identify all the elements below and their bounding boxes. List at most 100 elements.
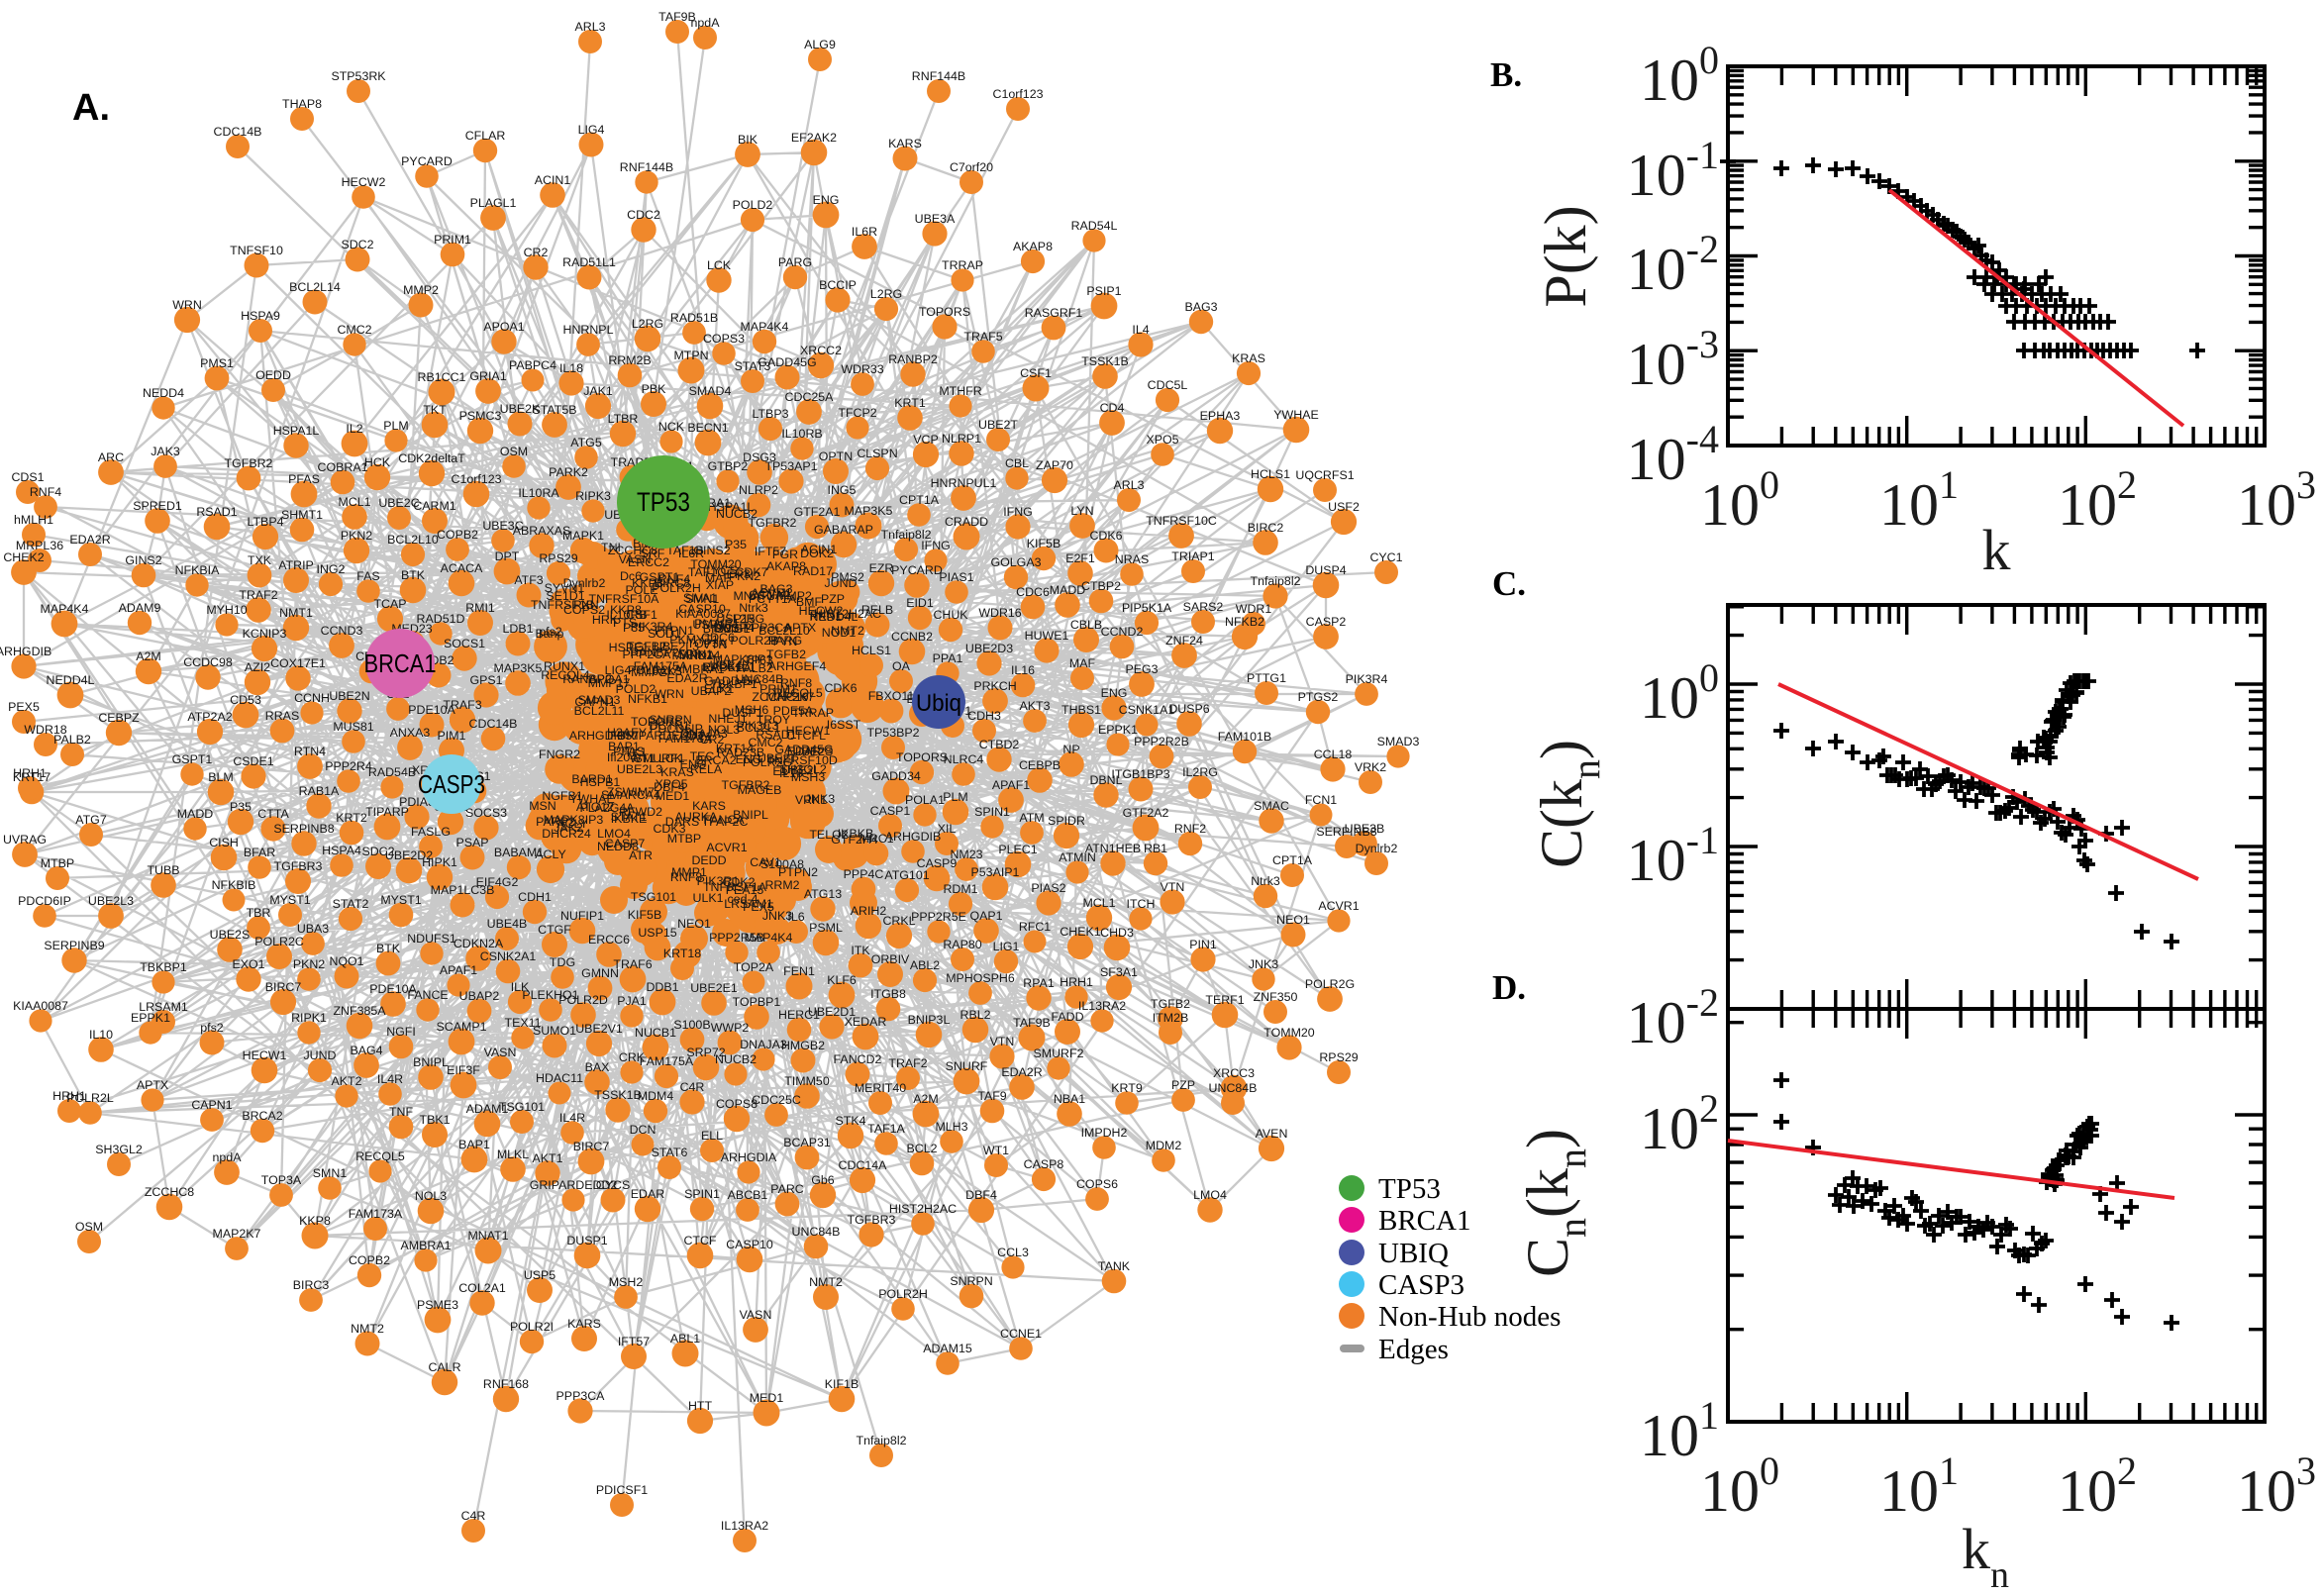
svg-text:NMT2: NMT2 <box>831 624 864 638</box>
svg-text:AKT2: AKT2 <box>332 1074 362 1088</box>
svg-text:HSPA4: HSPA4 <box>322 844 361 857</box>
svg-text:TXK: TXK <box>248 553 272 567</box>
svg-text:DSG3: DSG3 <box>743 450 776 464</box>
svg-text:IER3: IER3 <box>723 567 751 581</box>
svg-text:KARS: KARS <box>567 1317 601 1331</box>
svg-text:POLR2C: POLR2C <box>254 935 304 948</box>
svg-text:EF2AK2: EF2AK2 <box>791 131 837 145</box>
svg-text:TOMM20: TOMM20 <box>1263 1026 1315 1040</box>
svg-text:STAT2: STAT2 <box>333 897 369 911</box>
svg-text:POLD2: POLD2 <box>733 198 773 212</box>
svg-text:CAV1: CAV1 <box>750 855 781 869</box>
svg-text:KRT17: KRT17 <box>13 770 50 784</box>
svg-text:NMT1: NMT1 <box>279 606 313 620</box>
svg-text:FCN1: FCN1 <box>1305 793 1337 807</box>
svg-text:JAK3: JAK3 <box>151 445 180 458</box>
svg-text:CRADD: CRADD <box>945 515 988 529</box>
svg-text:SERPINB8: SERPINB8 <box>1316 825 1376 839</box>
svg-text:UBE2D3: UBE2D3 <box>965 642 1013 655</box>
svg-text:IL16: IL16 <box>1011 663 1035 677</box>
svg-text:TNFRSF10A: TNFRSF10A <box>589 592 660 606</box>
svg-text:DNAJA3: DNAJA3 <box>680 727 728 741</box>
svg-text:VRK2: VRK2 <box>1355 760 1386 774</box>
svg-text:ACIN1: ACIN1 <box>535 173 571 187</box>
svg-text:MAPK8IP3: MAPK8IP3 <box>544 813 604 827</box>
svg-text:TOPBP1: TOPBP1 <box>733 995 781 1009</box>
svg-text:USP5: USP5 <box>524 1268 556 1282</box>
svg-text:RPS29: RPS29 <box>539 551 577 565</box>
svg-text:PIK3C3: PIK3C3 <box>737 719 779 733</box>
svg-text:NP: NP <box>1062 743 1079 756</box>
svg-text:RAD51L1: RAD51L1 <box>562 255 616 269</box>
svg-text:CRKL: CRKL <box>882 914 915 928</box>
svg-text:EXO1: EXO1 <box>232 957 264 971</box>
svg-text:CSNK2A1: CSNK2A1 <box>480 949 537 963</box>
svg-text:SAT1: SAT1 <box>682 730 712 744</box>
svg-text:BRCA2: BRCA2 <box>695 753 736 767</box>
svg-text:STK4: STK4 <box>836 1114 866 1128</box>
svg-text:SOCS1: SOCS1 <box>444 637 485 650</box>
svg-text:EIF4G2: EIF4G2 <box>476 875 519 889</box>
svg-text:Ntrk3: Ntrk3 <box>739 601 768 615</box>
svg-text:NGFI: NGFI <box>386 1025 416 1039</box>
svg-text:NQO1: NQO1 <box>329 954 363 968</box>
svg-text:HECW1: HECW1 <box>243 1048 287 1062</box>
svg-text:ABL1: ABL1 <box>670 1332 700 1346</box>
svg-text:DHCR24: DHCR24 <box>542 827 591 841</box>
svg-text:NFKB1: NFKB1 <box>628 692 667 706</box>
svg-text:CDC25A: CDC25A <box>785 390 835 404</box>
svg-text:C.: C. <box>1492 564 1526 603</box>
svg-text:CASP1: CASP1 <box>870 804 911 818</box>
svg-text:PDICSF1: PDICSF1 <box>596 1483 648 1497</box>
svg-text:GPS1: GPS1 <box>469 673 502 687</box>
svg-text:GINS2: GINS2 <box>693 544 730 557</box>
svg-text:Tnfaip8l2: Tnfaip8l2 <box>881 528 932 542</box>
svg-text:PIP5K1A: PIP5K1A <box>1122 601 1172 615</box>
svg-text:SPIN1: SPIN1 <box>974 805 1010 819</box>
svg-text:HNRNPUL1: HNRNPUL1 <box>931 476 997 490</box>
svg-text:TNI: TNI <box>601 541 621 554</box>
svg-text:HRH1: HRH1 <box>52 1089 86 1103</box>
svg-text:NFKBIB: NFKBIB <box>212 878 256 892</box>
svg-text:FADD: FADD <box>1051 1010 1083 1024</box>
svg-text:PTPN2: PTPN2 <box>778 865 818 879</box>
svg-text:MAP3K5: MAP3K5 <box>845 504 893 518</box>
svg-text:AMBRA1: AMBRA1 <box>674 662 725 676</box>
svg-text:DOK2: DOK2 <box>800 547 834 560</box>
svg-text:KIAA0087: KIAA0087 <box>675 607 731 621</box>
svg-text:TOPORS: TOPORS <box>896 750 948 764</box>
svg-text:MRC1: MRC1 <box>858 832 893 846</box>
svg-text:CASP9: CASP9 <box>917 856 958 870</box>
svg-text:MSH2: MSH2 <box>609 1275 644 1289</box>
svg-text:SOCS3: SOCS3 <box>465 806 507 820</box>
svg-text:RDM1: RDM1 <box>943 882 977 896</box>
svg-text:UBE2N: UBE2N <box>329 689 369 703</box>
svg-text:ARL3: ARL3 <box>575 20 606 34</box>
svg-text:EID1: EID1 <box>906 596 934 610</box>
svg-text:DUSP6: DUSP6 <box>1168 702 1209 716</box>
svg-text:TGFBR2: TGFBR2 <box>749 516 797 530</box>
svg-text:BCAP31: BCAP31 <box>783 1136 831 1149</box>
svg-text:UBE2D1: UBE2D1 <box>808 1005 856 1019</box>
svg-text:npdA: npdA <box>213 1150 243 1164</box>
svg-text:KRT9: KRT9 <box>1111 1081 1143 1095</box>
svg-text:UBE2S: UBE2S <box>793 745 834 758</box>
svg-text:MERIT40: MERIT40 <box>855 1081 906 1095</box>
svg-text:VTN: VTN <box>703 638 728 651</box>
svg-text:TGFBR2: TGFBR2 <box>722 778 770 792</box>
svg-text:IL18: IL18 <box>559 361 583 375</box>
svg-text:HSPA1L: HSPA1L <box>708 500 755 514</box>
svg-text:UBE2I: UBE2I <box>781 763 817 777</box>
svg-text:TSSK1B: TSSK1B <box>594 1088 642 1102</box>
svg-text:BCCIP: BCCIP <box>819 278 857 292</box>
svg-text:CARM1: CARM1 <box>413 499 455 513</box>
svg-text:IL10RA: IL10RA <box>518 486 559 500</box>
svg-text:MAPK14: MAPK14 <box>672 648 721 662</box>
svg-text:NUCB2: NUCB2 <box>716 507 758 521</box>
svg-text:MNAT1: MNAT1 <box>733 589 773 603</box>
svg-text:EDAR: EDAR <box>631 1187 664 1201</box>
svg-text:TK1: TK1 <box>625 746 648 759</box>
svg-text:RBL2: RBL2 <box>960 1008 991 1022</box>
svg-text:GADD34: GADD34 <box>871 769 921 783</box>
svg-text:LDB1: LDB1 <box>503 622 534 636</box>
